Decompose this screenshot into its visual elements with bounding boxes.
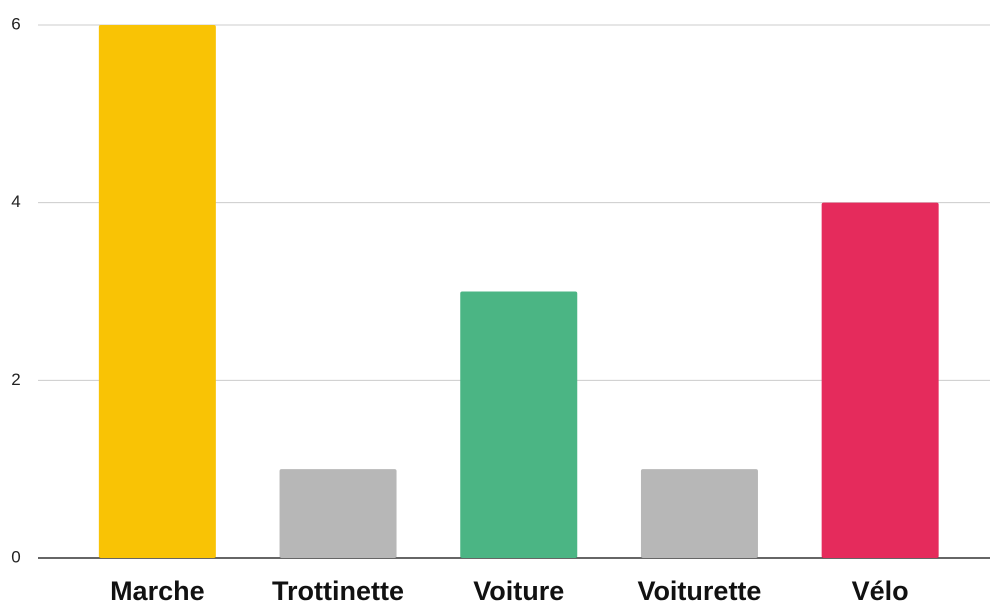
y-tick-label: 6 xyxy=(11,14,20,33)
y-tick-label: 4 xyxy=(11,192,20,211)
x-tick-label: Trottinette xyxy=(272,576,404,606)
bar xyxy=(821,202,939,558)
x-tick-label: Marche xyxy=(110,576,205,606)
x-tick-label: Voiture xyxy=(473,576,564,606)
bar xyxy=(98,25,216,558)
y-tick-label: 0 xyxy=(11,547,20,566)
bar xyxy=(640,469,758,558)
x-tick-label: Voiturette xyxy=(637,576,761,606)
x-tick-label: Vélo xyxy=(852,576,909,606)
bar xyxy=(460,291,578,558)
y-tick-label: 2 xyxy=(11,370,20,389)
bar xyxy=(279,469,397,558)
